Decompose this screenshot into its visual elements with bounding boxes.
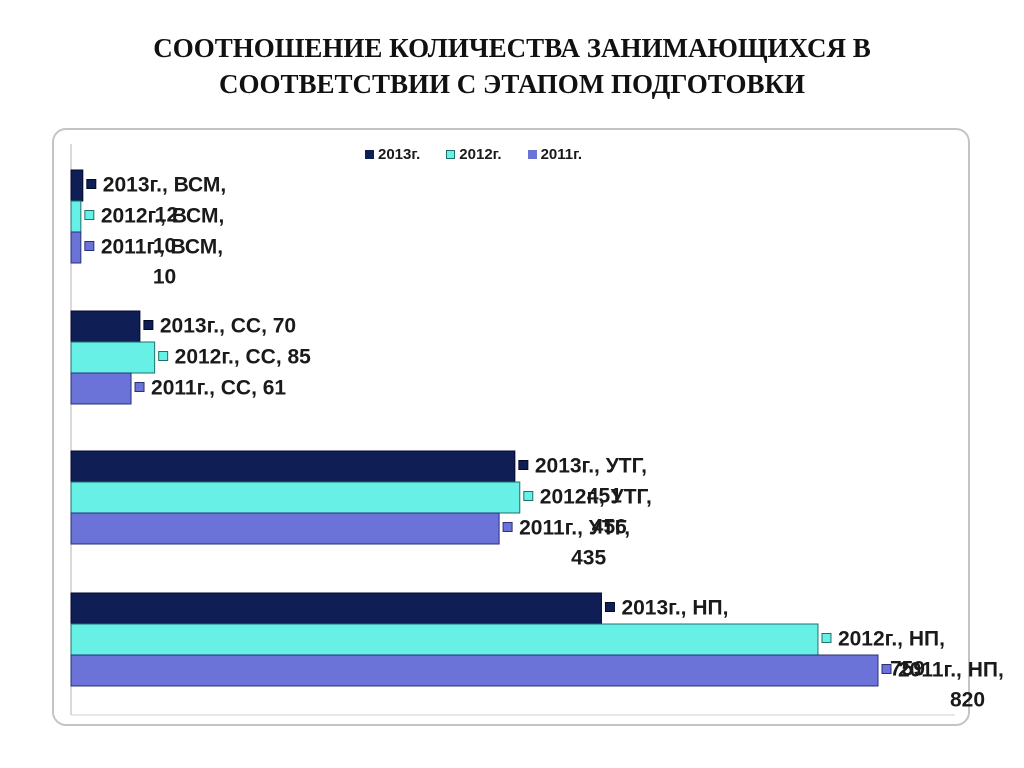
chart-title: СООТНОШЕНИЕ КОЛИЧЕСТВА ЗАНИМАЮЩИХСЯ В СО… [0,30,1024,102]
legend-label-2011: 2011г. [540,146,583,163]
legend-item-2011: 2011г. [527,146,583,163]
data-label-marker [158,351,169,361]
bar-УТГ-2013 [70,450,516,483]
legend: 2013г. 2012г. 2011г. [365,146,582,163]
data-label: 2012г., НП, 759 [838,628,945,681]
legend-swatch-2011 [527,150,537,159]
data-label-marker [821,633,832,643]
data-label: 2013г., УТГ, 451 [535,455,647,508]
bar-ВСМ-2013 [70,169,84,202]
data-label-marker [143,320,154,330]
data-label: 2012г., УТГ, 456 [540,486,652,539]
bar-СС-2011 [70,372,132,405]
bar-СС-2012 [70,341,156,374]
legend-label-2012: 2012г. [459,146,502,163]
title-line-1: СООТНОШЕНИЕ КОЛИЧЕСТВА ЗАНИМАЮЩИХСЯ В [153,33,871,63]
data-label-marker [523,491,534,501]
legend-item-2013: 2013г. [365,146,420,163]
data-label: 2011г., ВСМ, 10 [101,236,223,289]
data-label: 2011г., УТГ, 435 [519,517,630,570]
legend-item-2012: 2012г. [446,146,502,163]
data-label-marker [84,210,95,220]
data-label-marker [502,522,513,532]
data-label: 2012г., ВСМ, 10 [101,205,224,258]
legend-swatch-2013 [365,150,374,159]
data-label: 2011г., СС, 61 [151,377,286,400]
title-line-2: СООТВЕТСТВИИ С ЭТАПОМ ПОДГОТОВКИ [218,69,806,99]
data-label-marker [134,382,145,392]
bar-СС-2013 [70,310,141,343]
data-label-marker [604,602,615,612]
data-label-marker [518,460,529,470]
data-label: 2011г., НП, 820 [898,659,1004,712]
data-label-marker [881,664,892,674]
bar-ВСМ-2011 [70,231,82,264]
legend-label-2013: 2013г. [378,146,421,163]
bar-УТГ-2012 [70,481,521,514]
data-label: 2013г., СС, 70 [160,315,296,338]
bar-УТГ-2011 [70,512,500,545]
data-label: 2013г., ВСМ, 12 [103,174,226,227]
data-label-marker [84,241,95,251]
data-label-marker [86,179,97,189]
legend-swatch-2012 [446,150,456,159]
data-label: 2012г., СС, 85 [175,346,312,369]
bar-НП-2012 [70,623,819,656]
bar-НП-2013 [70,592,602,625]
bar-ВСМ-2012 [70,200,82,233]
bar-НП-2011 [70,654,879,687]
